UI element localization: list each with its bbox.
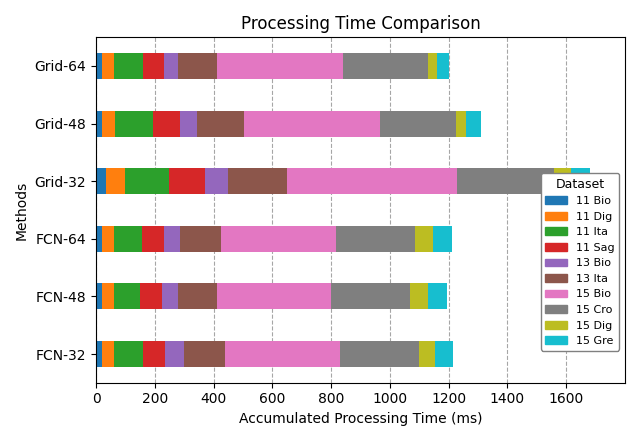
- Bar: [340, 341, 419, 367]
- Bar: [419, 341, 435, 367]
- Bar: [437, 53, 449, 79]
- Bar: [164, 53, 179, 79]
- Bar: [96, 111, 102, 137]
- Bar: [554, 168, 571, 194]
- Bar: [125, 168, 170, 194]
- Bar: [140, 284, 162, 310]
- Bar: [96, 53, 102, 79]
- Bar: [180, 226, 221, 252]
- Bar: [225, 341, 340, 367]
- Bar: [165, 341, 184, 367]
- Bar: [102, 53, 114, 79]
- Bar: [179, 284, 216, 310]
- Bar: [433, 226, 452, 252]
- Bar: [335, 226, 415, 252]
- Bar: [184, 341, 225, 367]
- Bar: [380, 111, 456, 137]
- Bar: [114, 341, 143, 367]
- Bar: [164, 226, 180, 252]
- Bar: [458, 168, 554, 194]
- Legend: 11 Bio, 11 Dig, 11 Ita, 11 Sag, 13 Bio, 13 Ita, 15 Bio, 15 Cro, 15 Dig, 15 Gre: 11 Bio, 11 Dig, 11 Ita, 11 Sag, 13 Bio, …: [541, 173, 620, 351]
- Bar: [205, 168, 228, 194]
- X-axis label: Accumulated Processing Time (ms): Accumulated Processing Time (ms): [239, 412, 483, 426]
- Bar: [244, 111, 380, 137]
- Bar: [114, 284, 140, 310]
- Bar: [102, 341, 114, 367]
- Bar: [331, 284, 410, 310]
- Bar: [428, 284, 447, 310]
- Bar: [143, 341, 165, 367]
- Bar: [343, 53, 428, 79]
- Bar: [456, 111, 467, 137]
- Title: Processing Time Comparison: Processing Time Comparison: [241, 15, 481, 33]
- Bar: [428, 53, 437, 79]
- Bar: [96, 168, 106, 194]
- Bar: [410, 284, 428, 310]
- Bar: [143, 53, 164, 79]
- Bar: [221, 226, 335, 252]
- Bar: [197, 111, 244, 137]
- Bar: [115, 111, 154, 137]
- Bar: [415, 226, 433, 252]
- Bar: [228, 168, 287, 194]
- Bar: [162, 284, 179, 310]
- Bar: [96, 226, 102, 252]
- Bar: [287, 168, 458, 194]
- Bar: [114, 226, 141, 252]
- Bar: [435, 341, 453, 367]
- Bar: [96, 284, 102, 310]
- Bar: [179, 53, 216, 79]
- Bar: [102, 111, 115, 137]
- Bar: [154, 111, 180, 137]
- Bar: [102, 226, 114, 252]
- Bar: [141, 226, 164, 252]
- Bar: [170, 168, 205, 194]
- Y-axis label: Methods: Methods: [15, 180, 29, 239]
- Bar: [102, 284, 114, 310]
- Bar: [216, 284, 331, 310]
- Bar: [96, 341, 102, 367]
- Bar: [180, 111, 197, 137]
- Bar: [106, 168, 125, 194]
- Bar: [467, 111, 481, 137]
- Bar: [571, 168, 589, 194]
- Bar: [114, 53, 143, 79]
- Bar: [216, 53, 343, 79]
